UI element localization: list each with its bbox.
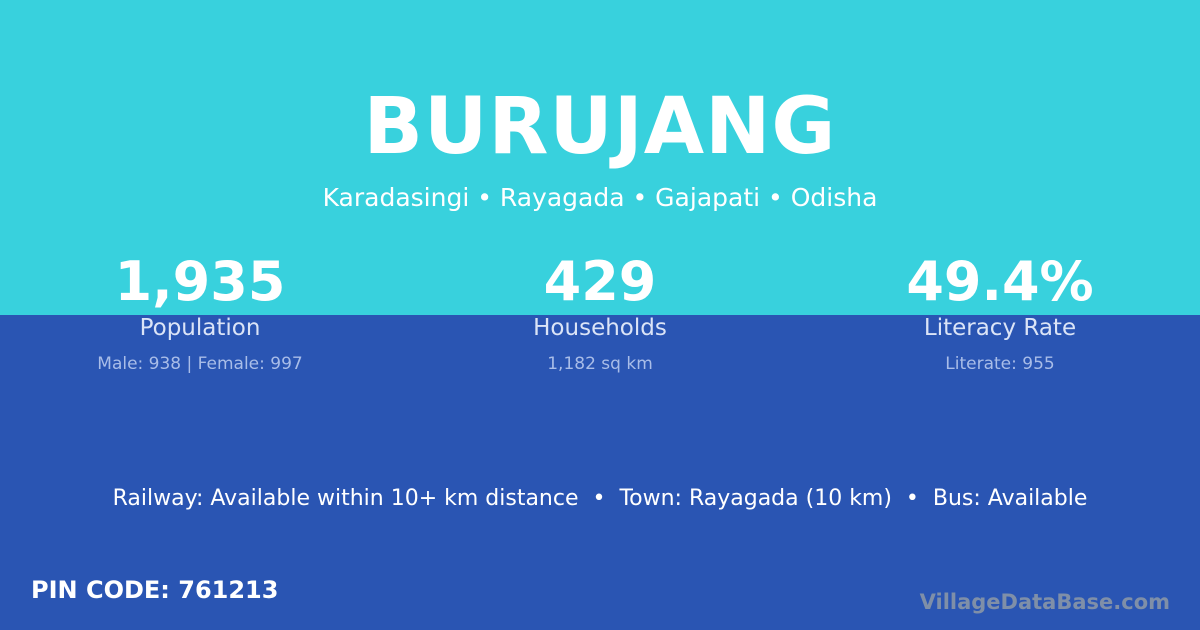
village-title: BURUJANG	[363, 82, 837, 172]
stat-detail: Literate: 955	[945, 354, 1055, 374]
stat-detail: Male: 938 | Female: 997	[97, 354, 303, 374]
stat-value: 49.4%	[906, 250, 1094, 313]
amenities-line: Railway: Available within 10+ km distanc…	[112, 486, 1088, 511]
stat-value: 429	[543, 250, 657, 313]
brand-logo: VillageDataBase.com	[919, 590, 1170, 614]
stat-label: Households	[533, 315, 667, 341]
stat-detail: 1,182 sq km	[547, 354, 653, 374]
pin-code: PIN CODE: 761213	[31, 576, 279, 604]
header-band	[0, 0, 1200, 315]
location-breadcrumb: Karadasingi • Rayagada • Gajapati • Odis…	[322, 183, 878, 212]
stat-value: 1,935	[114, 250, 286, 313]
stats-band	[0, 315, 1200, 630]
stat-label: Population	[139, 315, 261, 341]
stat-label: Literacy Rate	[923, 315, 1077, 341]
